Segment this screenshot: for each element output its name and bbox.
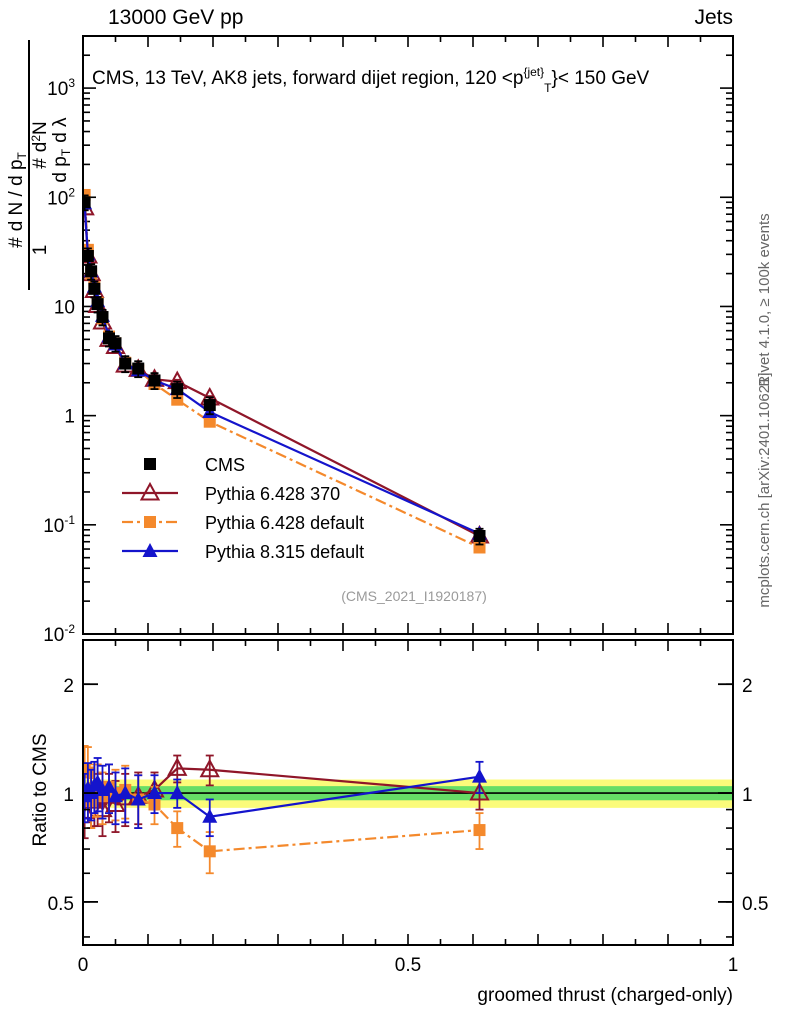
legend-item-pythia-6-428-default[interactable]: Pythia 6.428 default [122, 513, 364, 533]
legend-label: Pythia 6.428 default [205, 513, 364, 533]
ratio-y-tick-label-right: 0.5 [742, 894, 768, 915]
main-y-tick-label: 10-2 [43, 622, 75, 646]
ratio-pythia-8-315-default-marker [101, 778, 117, 793]
series-cms-marker [148, 374, 161, 387]
ratio-pythia-8-315-default-marker [202, 808, 218, 823]
x-axis-label: groomed thrust (charged-only) [477, 985, 733, 1006]
series-cms-marker [84, 196, 91, 209]
plot-title-sub: T [544, 81, 552, 95]
main-y-tick-label: 102 [47, 185, 75, 209]
ratio-y-tick-label: 2 [63, 676, 74, 697]
legend-item-pythia-8-315-default[interactable]: Pythia 8.315 default [122, 542, 364, 562]
legend-item-cms[interactable]: CMS [144, 455, 245, 475]
legend-label: CMS [205, 455, 245, 475]
ratio-y-tick-label: 1 [63, 785, 74, 806]
ratio-pythia-6-428-370-marker [469, 781, 490, 801]
main-y-tick-label: 10 [54, 297, 75, 318]
series-cms-marker [109, 337, 122, 350]
main-y-tick-label: 103 [47, 76, 75, 100]
ratio-y-tick-label-right: 1 [742, 785, 753, 806]
mcplots-source-label: mcplots.cern.ch [arXiv:2401.10621] [756, 372, 773, 607]
analysis-id-watermark: (CMS_2021_I1920187) [341, 588, 487, 604]
main-frame [82, 35, 734, 635]
legend-item-pythia-6-428-370[interactable]: Pythia 6.428 370 [122, 481, 340, 504]
ratio-pythia-6-428-370-marker [167, 757, 188, 776]
main-y-tick-label: 1 [64, 407, 75, 428]
legend-label: Pythia 8.315 default [205, 542, 364, 562]
ratio-pythia-8-315-default-marker [147, 785, 162, 800]
main-y-axis-label: #d N / d pT #d2N 1 d pTd λ [6, 40, 73, 290]
series-pythia-6-428-default-marker [203, 415, 216, 428]
svg-text:#d2N: #d2N [29, 121, 51, 169]
series-cms-marker [96, 311, 109, 324]
ratio-pythia-8-315-default-marker [130, 791, 146, 806]
legend-marker [144, 458, 156, 470]
x-tick-label: 0.5 [395, 955, 421, 976]
ratio-y-tick-label-right: 2 [742, 676, 753, 697]
ratio-pythia-6-428-default-marker [84, 766, 94, 779]
series-cms-marker [473, 529, 486, 542]
rivet-version-label: Rivet 4.1.0, ≥ 100k events [756, 213, 773, 386]
plot-title-main: CMS, 13 TeV, AK8 jets, forward dijet reg… [92, 68, 523, 89]
x-tick-label: 0 [78, 955, 89, 976]
legend-label: Pythia 6.428 370 [205, 484, 340, 504]
x-tick-label: 1 [728, 955, 739, 976]
series-cms-marker [91, 298, 104, 311]
plot-title: CMS, 13 TeV, AK8 jets, forward dijet reg… [92, 65, 650, 95]
series-cms-marker [171, 383, 184, 396]
legend-marker [142, 543, 158, 557]
ratio-frame [82, 639, 734, 946]
svg-text:d pTd λ: d pTd λ [50, 117, 73, 183]
ratio-pythia-6-428-default-marker [171, 822, 184, 835]
header-beam-label: 13000 GeV pp [108, 6, 243, 29]
main-data [84, 188, 490, 554]
series-pythia-6-428-default-marker [171, 393, 184, 406]
svg-text:1: 1 [30, 245, 51, 256]
ratio-pythia-6-428-default-marker [473, 824, 486, 837]
main-y-tick-label: 10-1 [43, 513, 75, 537]
ratio-pythia-6-428-default-marker [203, 845, 216, 858]
ratio-pythia-8-315-default-marker [169, 785, 185, 800]
series-cms-marker [84, 249, 94, 262]
legend: CMS Pythia 6.428 370 Pythia 6.428 default P… [122, 455, 364, 562]
ratio-y-tick-label: 0.5 [48, 894, 74, 915]
ratio-pythia-8-315-default-marker [472, 768, 487, 783]
ratio-y-axis-label: Ratio to CMS [30, 734, 51, 847]
ratio-inner [84, 745, 732, 875]
ratio-pythia-6-428-370-marker [199, 758, 220, 778]
plot-title-sup: {jet} [523, 65, 544, 79]
header-category-label: Jets [694, 6, 733, 29]
legend-marker [139, 481, 161, 501]
series-cms-marker [88, 282, 101, 295]
legend-marker [144, 516, 156, 528]
series-cms-marker [203, 399, 216, 412]
svg-text:#d N / d pT: #d N / d pT [6, 151, 29, 247]
ratio-pythia-8-315-default-marker [117, 785, 133, 800]
series-cms-marker [132, 362, 145, 375]
plot-title-tail: }< 150 GeV [552, 68, 650, 89]
series-cms-marker [85, 265, 98, 278]
series-cms-marker [119, 357, 132, 370]
ratio-panel: 2 2 1 1 0.5 0.5 0 0.5 1 [48, 639, 768, 976]
